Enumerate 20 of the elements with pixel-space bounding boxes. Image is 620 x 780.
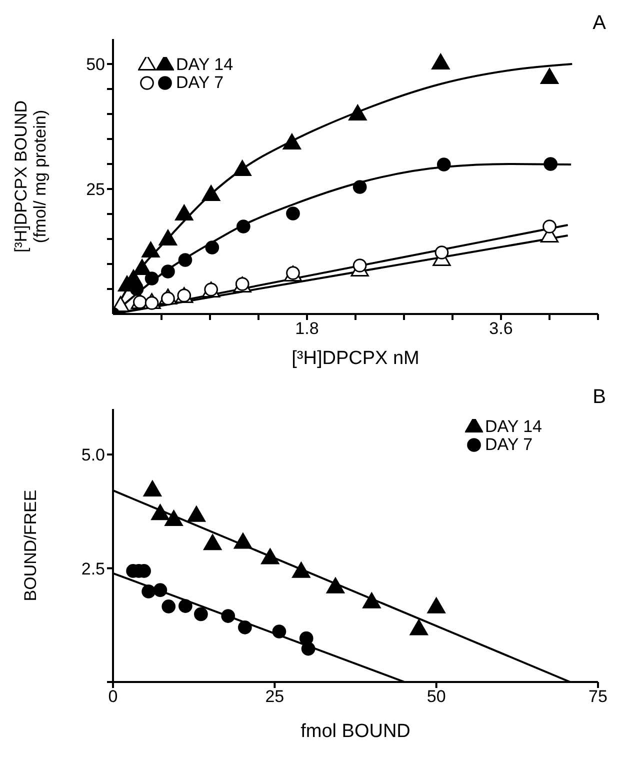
x-axis-title: [³H]DPCPX nM: [292, 348, 420, 369]
chart-title: B: [592, 386, 606, 409]
x-axis-title: fmol BOUND: [300, 721, 410, 742]
y-axis-title: BOUND/FREE: [21, 490, 40, 602]
y-tick-label: 5.0: [81, 446, 105, 465]
legend-label: DAY 14: [176, 55, 234, 74]
legend-label: DAY 14: [484, 417, 542, 436]
y-tick-label: 25: [86, 180, 105, 200]
x-tick-label: 0: [108, 687, 118, 706]
x-tick-label: 50: [426, 687, 446, 706]
legend-label: DAY 7: [484, 435, 533, 454]
chart-title: A: [592, 12, 606, 35]
y-tick-label: 2.5: [81, 559, 105, 578]
x-tick-label: 1.8: [295, 319, 319, 338]
x-tick-label: 75: [588, 687, 608, 706]
x-tick-label: 3.6: [489, 319, 513, 338]
y-tick-label: 50: [86, 55, 105, 74]
legend-label: DAY 7: [176, 73, 224, 92]
y-axis-title: [³H]DPCPX BOUND (fmol/ mg protein): [12, 100, 50, 253]
x-tick-label: 25: [265, 687, 284, 706]
